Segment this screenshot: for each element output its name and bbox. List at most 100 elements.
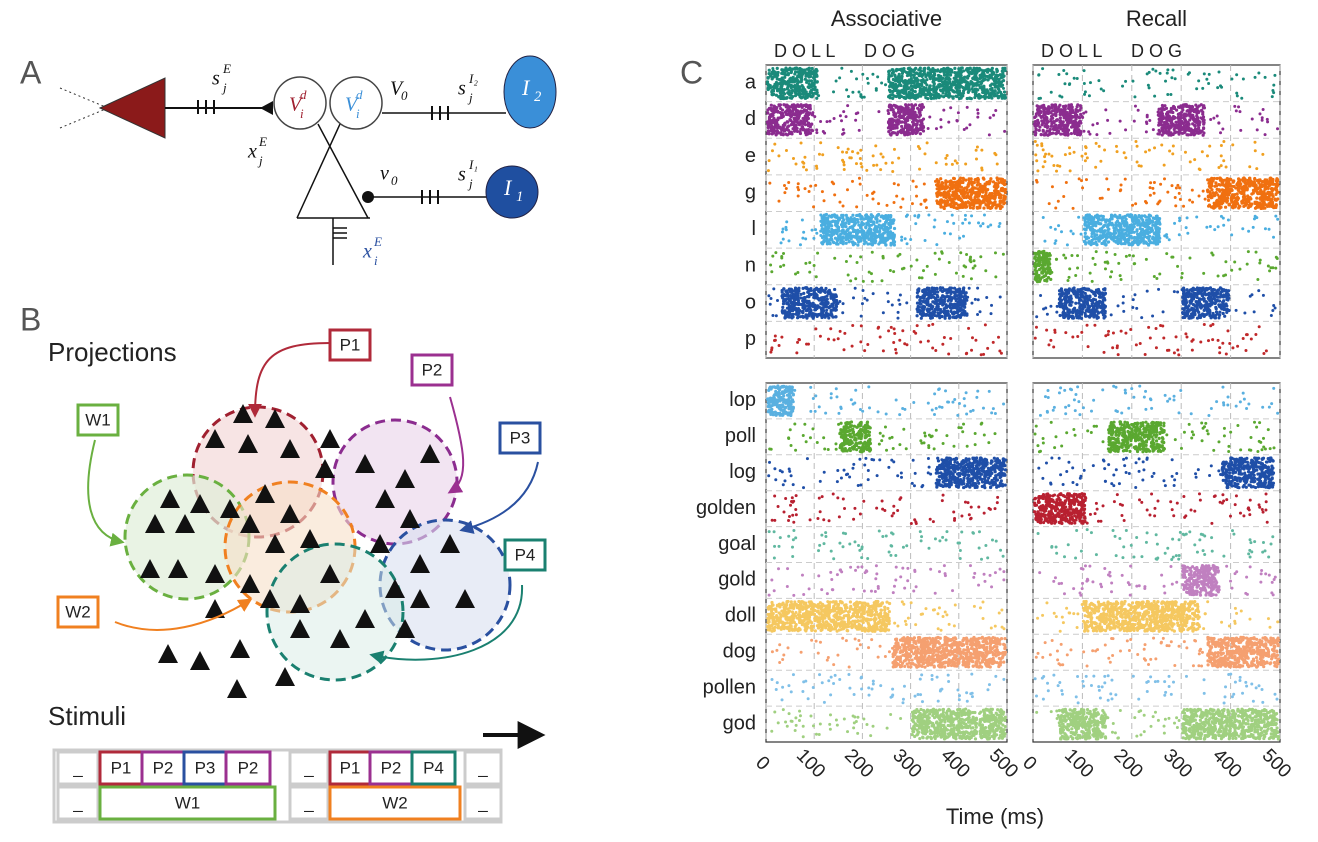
spike	[832, 240, 836, 245]
spike	[964, 162, 968, 166]
spike	[1144, 130, 1148, 134]
spike	[995, 189, 999, 194]
spike	[948, 198, 952, 202]
stimulus-label: _	[477, 793, 488, 812]
spike	[796, 121, 800, 125]
spike	[796, 74, 800, 78]
spike	[909, 237, 913, 241]
spike	[799, 296, 803, 300]
neuron	[420, 444, 440, 463]
spike	[820, 223, 824, 227]
spike	[838, 114, 842, 118]
spike	[905, 242, 909, 246]
spike	[865, 298, 869, 302]
spike	[836, 337, 840, 341]
spike	[784, 82, 788, 86]
spike	[1164, 106, 1169, 110]
spike	[785, 220, 789, 224]
spike	[923, 81, 927, 85]
spike	[971, 68, 975, 73]
spike	[1075, 105, 1079, 109]
spike	[1234, 109, 1238, 113]
spike	[934, 127, 938, 131]
spike	[865, 77, 869, 81]
spike	[780, 256, 784, 260]
spike	[804, 168, 808, 172]
spike	[784, 228, 788, 232]
spike	[899, 94, 904, 99]
spike	[1073, 111, 1077, 115]
spike	[814, 164, 818, 168]
spike	[983, 77, 987, 81]
spike	[796, 182, 800, 186]
spike	[877, 202, 881, 206]
spike	[794, 289, 798, 293]
spike	[886, 300, 890, 304]
spike	[926, 291, 930, 296]
stimulus-label: P1	[340, 758, 361, 777]
spike	[890, 71, 895, 75]
spike	[872, 222, 876, 226]
spike	[917, 309, 922, 314]
spike	[1064, 181, 1068, 185]
spike	[967, 221, 971, 225]
spike	[999, 193, 1003, 197]
spike	[782, 251, 786, 255]
spike	[836, 227, 841, 231]
spike	[969, 79, 973, 84]
spike	[781, 123, 785, 127]
spike	[1061, 111, 1066, 115]
spike	[889, 325, 893, 329]
neuron	[205, 429, 225, 448]
spike	[784, 96, 788, 100]
spike	[788, 289, 792, 293]
spike	[766, 76, 770, 80]
spike	[961, 176, 965, 180]
spike	[899, 83, 903, 88]
spike	[783, 191, 787, 195]
spike	[772, 84, 776, 89]
spike	[848, 225, 852, 230]
spike	[892, 200, 896, 204]
spike	[869, 272, 873, 276]
spike	[897, 298, 901, 302]
spike	[833, 193, 837, 197]
spike	[970, 336, 974, 340]
spike	[819, 141, 823, 145]
spike	[836, 146, 840, 150]
spike	[1170, 76, 1174, 80]
spike	[785, 87, 789, 91]
spike	[1099, 87, 1103, 91]
spike	[1171, 68, 1175, 72]
spike	[788, 113, 792, 117]
spike	[896, 310, 900, 314]
math-sup: I₂	[468, 71, 478, 86]
spike	[1203, 197, 1207, 201]
spike	[946, 294, 950, 299]
spike	[994, 182, 999, 186]
neuron	[240, 514, 260, 533]
spike	[867, 232, 871, 236]
spike	[810, 129, 815, 133]
neuron	[168, 559, 188, 578]
spike	[1068, 169, 1072, 173]
spike	[1230, 77, 1234, 81]
math-base: s	[458, 164, 466, 186]
spike	[942, 192, 947, 197]
spike	[979, 224, 983, 228]
spike	[1084, 178, 1088, 182]
spike	[1039, 115, 1043, 119]
spike	[1068, 82, 1072, 86]
spike	[816, 312, 821, 317]
spike	[771, 67, 775, 71]
spike	[833, 287, 837, 292]
stimulus-label: _	[477, 758, 488, 777]
spike	[784, 105, 788, 109]
spike	[1195, 87, 1199, 91]
spike	[975, 200, 979, 204]
spike	[857, 90, 861, 94]
spike	[810, 228, 814, 232]
spike	[910, 202, 914, 206]
spike	[933, 179, 937, 183]
spike	[960, 299, 965, 303]
